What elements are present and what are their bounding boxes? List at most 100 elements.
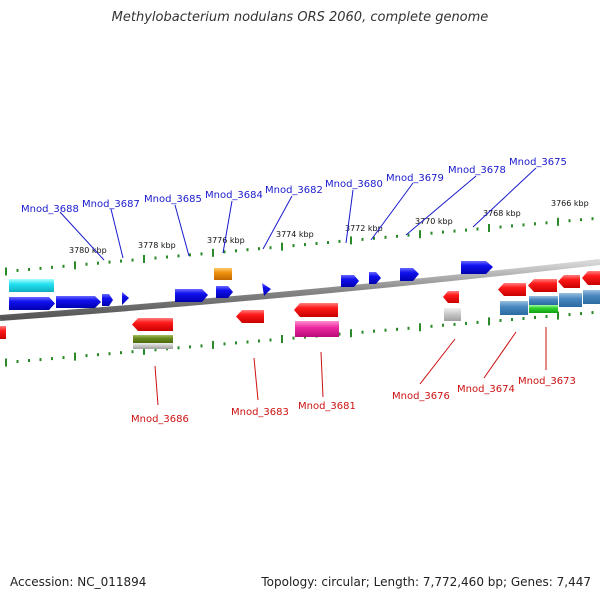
gene-arrow-mnod-3681[interactable]: [294, 303, 338, 317]
gene-arrow-mnod-3678[interactable]: [400, 268, 419, 281]
map-title: Methylobacterium nodulans ORS 2060, comp…: [111, 10, 489, 25]
gene-feature-pink[interactable]: [295, 321, 339, 337]
gene-label-mnod-3679[interactable]: Mnod_3679: [386, 173, 444, 184]
outer-scale-tick: [476, 227, 479, 231]
gene-arrow-mnod-3682[interactable]: [262, 283, 271, 296]
outer-scale-tick: [51, 265, 53, 269]
gene-label-mnod-3678[interactable]: Mnod_3678: [448, 165, 506, 176]
gene-arrow-mnod-3688[interactable]: [9, 297, 55, 310]
gene-arrow-mnod-3687[interactable]: [56, 296, 101, 308]
gene-label-mnod-3688[interactable]: Mnod_3688: [21, 204, 79, 215]
inner-scale-tick: [488, 317, 490, 326]
inner-scale-tick: [246, 340, 249, 344]
outer-scale-tick: [511, 224, 513, 228]
outer-scale-tick: [74, 261, 76, 270]
gene-arrow-mnod-3674[interactable]: [498, 283, 526, 296]
outer-scale-tick: [488, 224, 490, 232]
gene-feature-green[interactable]: [529, 305, 558, 313]
gene-arrow-small-1[interactable]: [102, 294, 113, 306]
leader-line-mnod-3682: [262, 195, 293, 250]
gene-label-mnod-3675[interactable]: Mnod_3675: [509, 157, 567, 168]
outer-scale-tick: [315, 242, 318, 245]
scale-label-3780: 3780 kbp: [69, 246, 107, 255]
gene-feature-olive[interactable]: [133, 335, 173, 343]
gene-feature-steel-3[interactable]: [559, 293, 582, 307]
inner-scale-tick: [373, 329, 375, 333]
outer-scale-tick: [465, 228, 467, 232]
outer-scale-tick: [85, 262, 88, 266]
outer-scale-tick: [28, 267, 30, 271]
gene-arrow-mnod-3684[interactable]: [216, 286, 233, 298]
gene-feature-orange[interactable]: [214, 268, 232, 280]
outer-scale-tick: [396, 234, 398, 238]
outer-scale-tick: [235, 249, 237, 253]
gene-arrow-mnod-3683[interactable]: [236, 310, 264, 323]
gene-arrow-mnod-3679[interactable]: [369, 272, 381, 284]
gene-label-mnod-3686[interactable]: Mnod_3686: [131, 414, 189, 425]
gene-arrow-edge-left[interactable]: [0, 326, 6, 339]
gene-label-mnod-3681[interactable]: Mnod_3681: [298, 401, 356, 412]
gene-label-mnod-3687[interactable]: Mnod_3687: [82, 199, 140, 210]
inner-scale-tick: [361, 330, 364, 334]
gene-arrow-mnod-3686[interactable]: [132, 318, 173, 331]
outer-scale-tick: [108, 260, 111, 264]
outer-scale-tick: [166, 255, 168, 259]
leader-line-mnod-3676: [419, 338, 456, 385]
gene-arrow-mnod-3685[interactable]: [175, 289, 208, 302]
outer-scale-tick: [499, 225, 502, 229]
outer-scale-tick: [304, 243, 306, 247]
outer-scale-tick: [361, 237, 364, 241]
gene-feature-steel-1[interactable]: [500, 301, 528, 315]
inner-scale-tick: [223, 342, 226, 346]
inner-scale-tick: [258, 339, 260, 343]
inner-scale-tick: [453, 322, 456, 326]
gene-feature-olive-gray[interactable]: [133, 343, 173, 349]
scale-label-3778: 3778 kbp: [138, 241, 176, 250]
leader-line-mnod-3683: [253, 357, 259, 401]
gene-label-mnod-3680[interactable]: Mnod_3680: [325, 179, 383, 190]
outer-scale-tick: [292, 244, 295, 248]
outer-scale-tick: [373, 236, 375, 240]
outer-scale-tick: [189, 253, 191, 257]
inner-scale-tick: [235, 341, 237, 345]
inner-scale-tick: [200, 344, 203, 348]
outer-scale-tick: [568, 219, 571, 223]
outer-scale-tick: [120, 259, 122, 263]
outer-scale-tick: [5, 267, 7, 276]
gene-arrow-mnod-3676[interactable]: [443, 291, 459, 303]
inner-scale-tick: [499, 319, 502, 322]
outer-scale-tick: [338, 239, 341, 243]
inner-scale-tick: [522, 317, 525, 320]
outer-scale-tick: [223, 250, 226, 254]
gene-label-mnod-3685[interactable]: Mnod_3685: [144, 194, 202, 205]
gene-label-mnod-3674[interactable]: Mnod_3674: [457, 384, 515, 395]
inner-scale-tick: [419, 323, 421, 332]
outer-scale-tick: [534, 222, 536, 226]
reverse-gene-label-texts: Mnod_3686 Mnod_3683 Mnod_3681 Mnod_3676 …: [131, 376, 576, 425]
gene-label-mnod-3673[interactable]: Mnod_3673: [518, 376, 576, 387]
gene-arrow-edge-right[interactable]: [582, 271, 600, 285]
gene-label-mnod-3683[interactable]: Mnod_3683: [231, 407, 289, 418]
gene-arrow-mnod-3680[interactable]: [341, 275, 359, 287]
gene-arrow-mnod-3673[interactable]: [558, 275, 580, 288]
inner-scale-tick: [396, 327, 398, 331]
gene-label-mnod-3682[interactable]: Mnod_3682: [265, 185, 323, 196]
outer-scale-tick: [350, 236, 352, 245]
inner-scale-tick: [39, 358, 42, 362]
scale-label-3768: 3768 kbp: [483, 209, 521, 218]
gene-feature-cyan[interactable]: [9, 279, 54, 292]
gene-label-mnod-3684[interactable]: Mnod_3684: [205, 190, 263, 201]
inner-scale-tick: [384, 328, 387, 332]
outer-scale-tick: [200, 252, 203, 256]
gene-arrow-small-2[interactable]: [122, 292, 129, 305]
inner-scale-tick: [465, 321, 467, 325]
gene-label-mnod-3676[interactable]: Mnod_3676: [392, 391, 450, 402]
gene-feature-steel-2[interactable]: [529, 296, 558, 305]
gene-feature-gray[interactable]: [444, 308, 461, 321]
gene-arrow-mnod-3675[interactable]: [461, 261, 493, 274]
inner-scale-tick: [74, 352, 76, 361]
gene-feature-steel-4[interactable]: [583, 290, 600, 304]
gene-arrow-3673a[interactable]: [528, 279, 557, 292]
outer-scale-tick: [246, 248, 249, 252]
